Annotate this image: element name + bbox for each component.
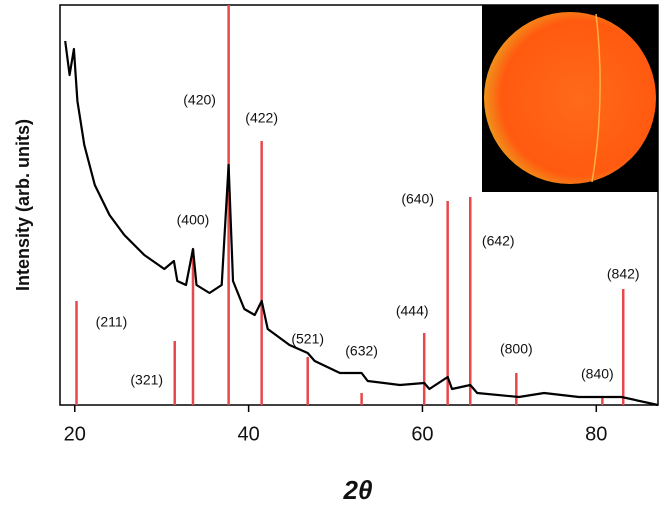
x-tick-label: 60: [411, 423, 433, 445]
reflection-label: (211): [96, 314, 128, 330]
reflection-label: (632): [345, 343, 378, 359]
reflection-label: (842): [607, 266, 640, 282]
y-axis-label: Intensity (arb. units): [13, 119, 33, 291]
reflection-label: (400): [177, 212, 210, 228]
reflection-label: (420): [183, 92, 216, 108]
inset-image: [482, 5, 658, 192]
pattern-line: [64, 40, 659, 407]
reflection-label: (321): [130, 372, 163, 388]
x-tick-label: 40: [237, 423, 259, 445]
reflection-label: (422): [245, 110, 278, 126]
reflection-label: (642): [482, 233, 515, 249]
reflection-label: (800): [500, 341, 533, 357]
reflection-label: (521): [291, 331, 324, 347]
x-tick-label: 80: [585, 423, 607, 445]
x-tick-label: 20: [64, 423, 86, 445]
plot-frame: [59, 4, 659, 406]
reflection-label: (640): [401, 191, 434, 207]
reflection-group: (211) (321) (400) (420) (422) (521) (632) (444)…: [75, 5, 640, 405]
reflection-label: (444): [396, 303, 429, 319]
x-axis-label: 2θ: [343, 475, 373, 505]
reflection-label: (840): [581, 366, 614, 382]
